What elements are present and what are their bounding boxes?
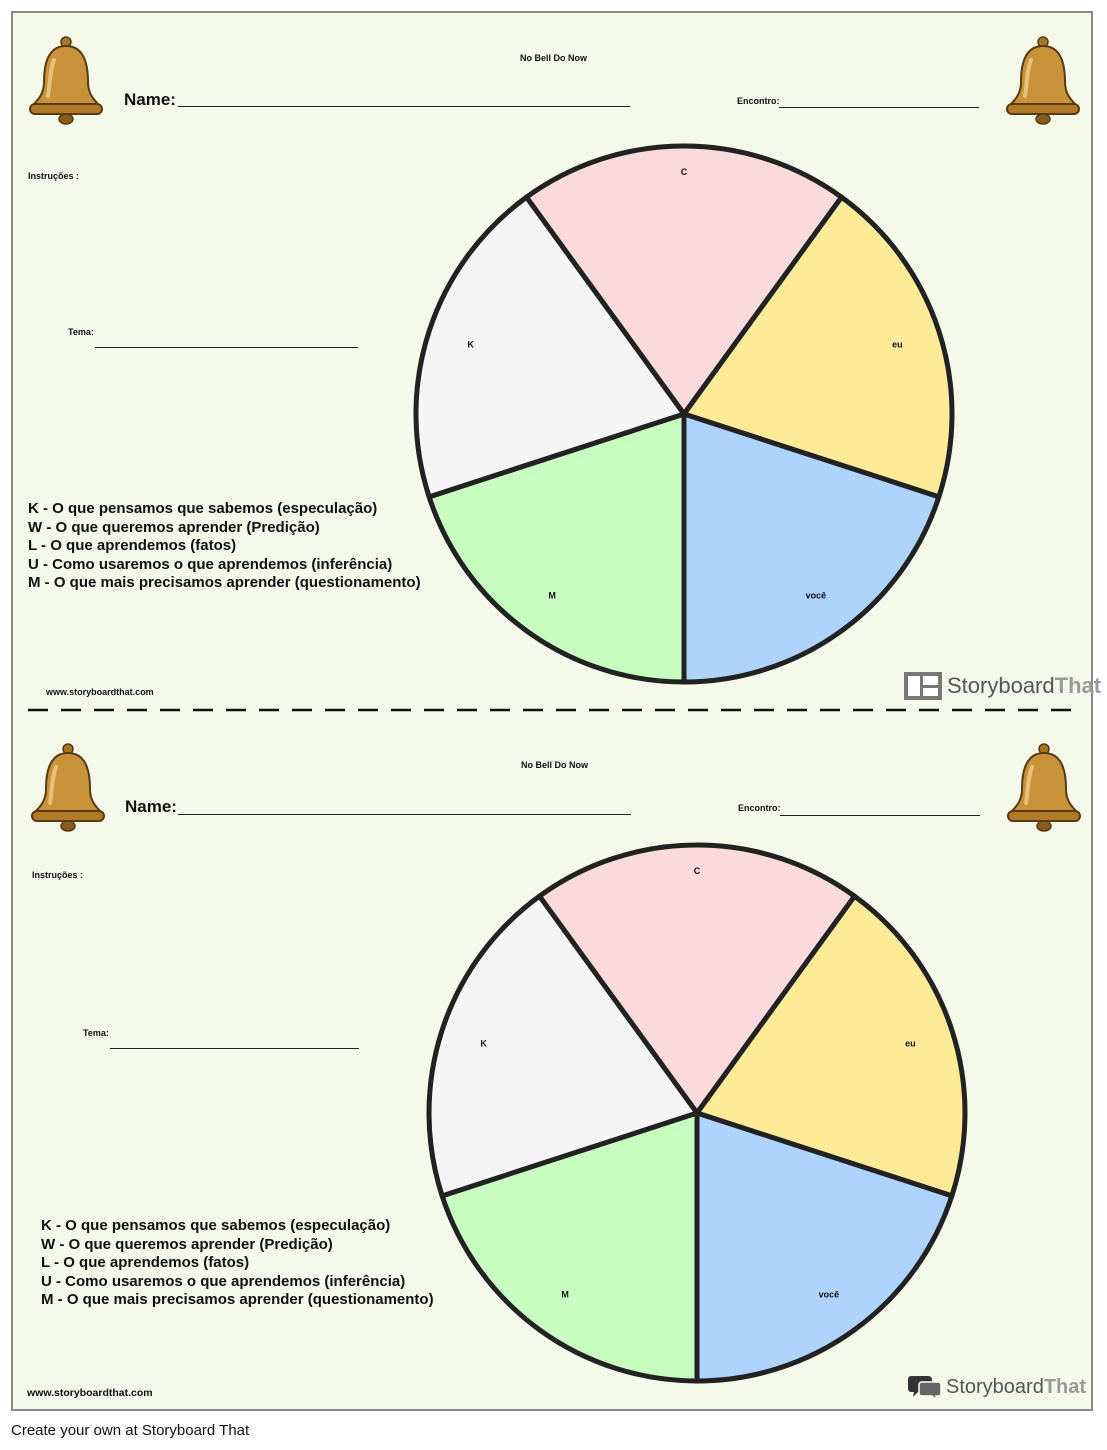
date-line[interactable] [780,815,980,816]
legend-item: U - Como usaremos o que aprendemos (infe… [28,555,393,573]
storyboard-that-logo: StoryboardThat [903,670,1101,702]
legend-item: W - O que queremos aprender (Predição) [28,518,320,536]
footer-text[interactable]: Create your own at Storyboard That [11,1422,250,1439]
topic-line[interactable] [110,1048,359,1049]
wheel-slice-label: C [681,167,688,177]
instructions-label: Instruções : [28,171,80,181]
date-label: Encontro: [738,803,781,813]
wheel-slice-0[interactable] [523,143,845,417]
name-line[interactable] [178,106,630,107]
logo-word-1: Storyboard [947,673,1055,698]
legend-item: L - O que aprendemos (fatos) [28,537,237,554]
wheel-slice-label: você [819,1289,840,1299]
name-label: Name: [124,90,176,109]
wheel-slice-3[interactable] [426,411,687,685]
logo-word-1: Storyboard [946,1375,1044,1398]
storyboard-that-logo: StoryboardThat [908,1372,1086,1402]
bell-icon [1007,743,1081,832]
wheel-slice-label: você [806,590,827,600]
wheel-slice-label: K [480,1039,487,1049]
wheel-slice-label: C [694,866,701,876]
legend-item: M - O que mais precisamos aprender (ques… [28,574,421,591]
legend: K - O que pensamos que sabemos (especula… [41,1217,434,1310]
legend-item: W - O que queremos aprender (Predição) [41,1235,333,1253]
wheel-slice-0[interactable] [536,842,858,1116]
instructions-label: Instruções : [32,870,84,880]
logo-word-2: That [1043,1375,1087,1398]
url-text: www.storyboardthat.com [46,687,154,697]
wheel-slice-4[interactable] [426,893,700,1199]
wheel-slice-1[interactable] [694,893,968,1199]
name-line[interactable] [178,814,631,815]
kwl-wheel: Ceu você M K [413,143,955,685]
wheel-slice-4[interactable] [413,194,687,500]
cut-line [28,708,1084,712]
wheel-slice-label: M [561,1289,569,1299]
bell-icon [29,36,103,125]
url-text: www.storyboardthat.com [27,1387,153,1399]
topic-label: Tema: [83,1028,109,1038]
kwl-wheel: Ceu você M K [426,842,968,1384]
bell-icon [31,743,105,832]
wheel-slice-label: eu [905,1039,916,1049]
wheel-slice-label: K [467,340,474,350]
topic-line[interactable] [95,347,358,348]
wheel-slice-2[interactable] [694,1110,955,1384]
worksheet-title: No Bell Do Now [521,760,588,770]
wheel-slice-label: M [548,590,556,600]
legend: K - O que pensamos que sabemos (especula… [28,500,421,593]
storyboard-that-logo-icon [904,672,942,700]
legend-item: L - O que aprendemos (fatos) [41,1254,250,1271]
wheel-slice-1[interactable] [681,194,955,500]
topic-label: Tema: [68,327,94,337]
logo-word-2: That [1054,673,1102,698]
worksheet-title: No Bell Do Now [520,53,587,63]
bell-icon [1006,36,1080,125]
name-label: Name: [125,797,177,816]
legend-item: U - Como usaremos o que aprendemos (infe… [41,1272,406,1290]
date-line[interactable] [779,107,979,108]
date-label: Encontro: [737,96,780,106]
wheel-slice-label: eu [892,340,903,350]
legend-item: K - O que pensamos que sabemos (especula… [41,1217,391,1234]
legend-item: K - O que pensamos que sabemos (especula… [28,500,378,517]
legend-item: M - O que mais precisamos aprender (ques… [41,1291,434,1308]
wheel-slice-3[interactable] [439,1110,700,1384]
storyboard-that-logo-icon [908,1376,942,1401]
wheel-slice-2[interactable] [681,411,942,685]
